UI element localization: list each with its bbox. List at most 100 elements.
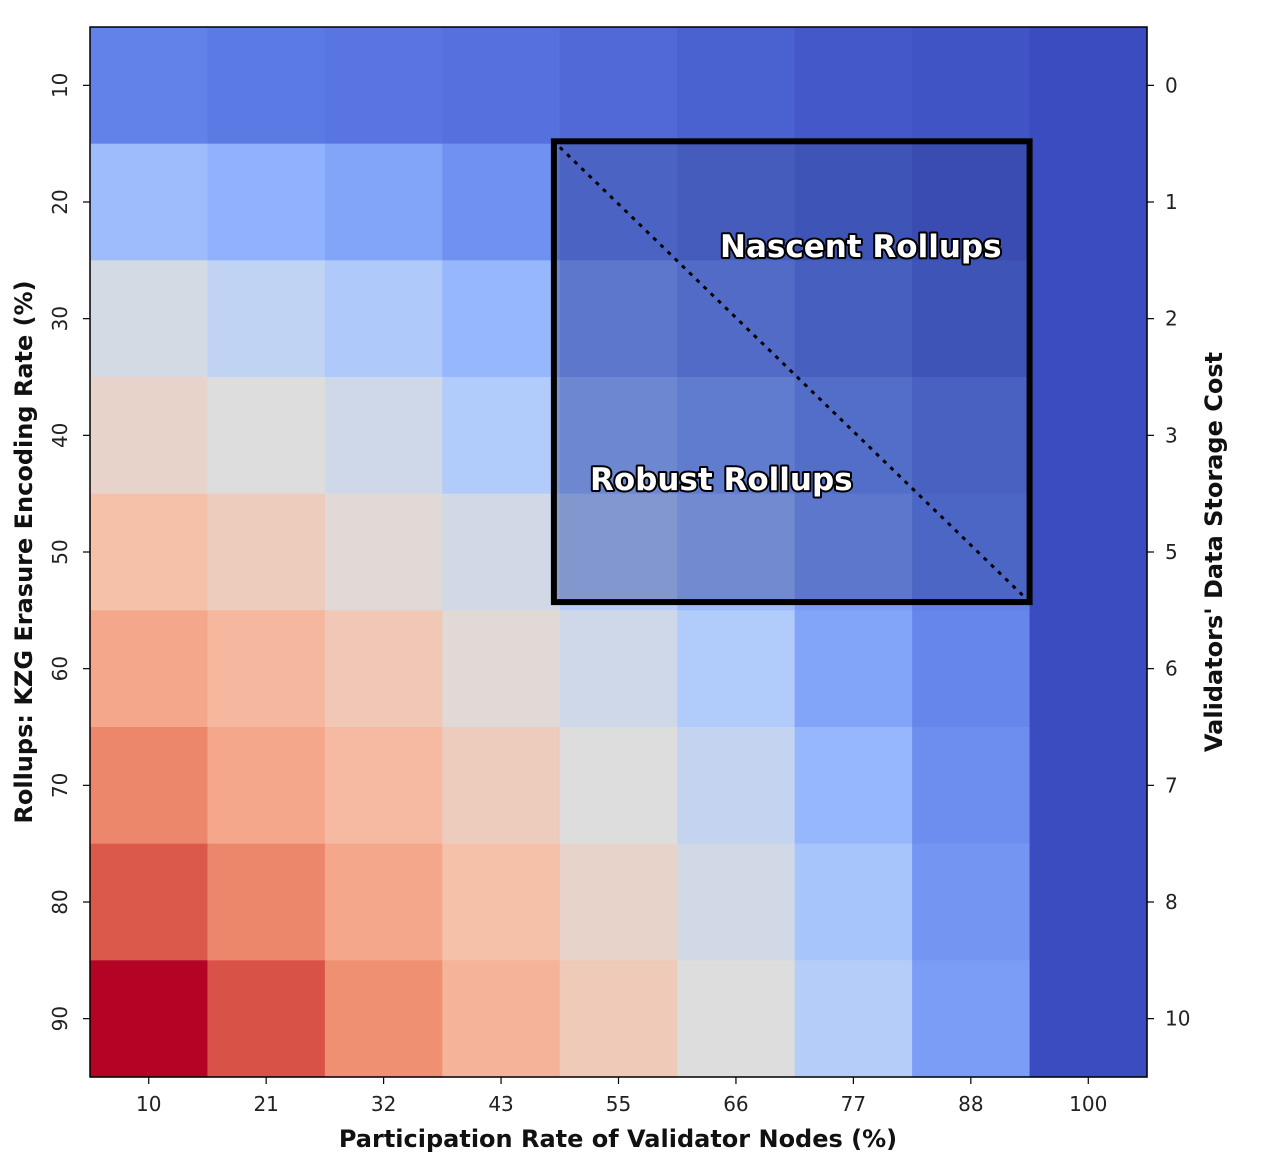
heatmap-cell [90, 143, 209, 261]
heatmap-cell [794, 727, 913, 845]
heatmap-cell [324, 727, 443, 845]
heatmap-cell [1029, 377, 1148, 495]
heatmap-cell [677, 377, 796, 495]
heatmap-cell [1029, 960, 1148, 1078]
highlight-region [550, 138, 1033, 606]
heatmap-cell [794, 610, 913, 728]
heatmap-cell [1029, 493, 1148, 611]
heatmap-cell [442, 377, 561, 495]
x-tick-label: 66 [723, 1092, 748, 1116]
y2-tick-label: 6 [1165, 657, 1178, 681]
heatmap-cell [324, 610, 443, 728]
heatmap-cell [90, 493, 209, 611]
heatmap-cell [90, 377, 209, 495]
heatmap-cell [324, 377, 443, 495]
heatmap-cell [442, 493, 561, 611]
heatmap-cell [1029, 610, 1148, 728]
y-tick-label: 60 [48, 656, 72, 681]
heatmap-cell [677, 610, 796, 728]
x-axis-ticks: 10 21 32 43 55 66 77 88 100 [136, 1077, 1107, 1116]
heatmap-cell [912, 960, 1031, 1078]
y2-tick-label: 7 [1165, 773, 1178, 797]
heatmap-cell [677, 493, 796, 611]
y-axis-ticks: 10 20 30 40 50 60 70 80 90 [48, 73, 90, 1031]
diagonal-divider [558, 146, 1025, 598]
heatmap-cell [559, 727, 678, 845]
heatmap-cell [442, 27, 561, 145]
x-tick-label: 88 [958, 1092, 983, 1116]
heatmap-cell [677, 143, 796, 261]
heatmap-cell [442, 260, 561, 378]
heatmap-cell [207, 843, 326, 961]
x-axis-title: Participation Rate of Validator Nodes (%… [339, 1125, 897, 1153]
heatmap-cell [442, 610, 561, 728]
heatmap-cell [794, 260, 913, 378]
heatmap-cell [559, 260, 678, 378]
annotation-robust-rollups: Robust Rollups [590, 462, 853, 498]
x-tick-label: 55 [606, 1092, 631, 1116]
heatmap-cell [90, 610, 209, 728]
x-tick-label: 100 [1069, 1092, 1107, 1116]
heatmap-cell [324, 143, 443, 261]
y-tick-label: 90 [48, 1006, 72, 1031]
heatmap-cell [324, 493, 443, 611]
heatmap-cell [559, 610, 678, 728]
y-tick-label: 70 [48, 773, 72, 798]
heatmap-cell [1029, 843, 1148, 961]
heatmap-cell [324, 843, 443, 961]
heatmap-cell [324, 260, 443, 378]
heatmap-cell [207, 143, 326, 261]
y-tick-label: 40 [48, 423, 72, 448]
heatmap-cell [1029, 260, 1148, 378]
heatmap-cell [677, 843, 796, 961]
x-tick-label: 10 [136, 1092, 161, 1116]
heatmap-cell [794, 377, 913, 495]
x-tick-label: 32 [371, 1092, 396, 1116]
heatmap-cell [794, 143, 913, 261]
heatmap-cell [1029, 27, 1148, 145]
heatmap-cell [794, 843, 913, 961]
y2-axis-ticks: 0 1 2 3 5 6 7 8 10 [1147, 73, 1190, 1031]
heatmap-cell [1029, 727, 1148, 845]
heatmap-cell [1029, 143, 1148, 261]
heatmap-cell [207, 377, 326, 495]
heatmap-cell [912, 843, 1031, 961]
heatmap-cell [90, 960, 209, 1078]
heatmap-cell [324, 27, 443, 145]
x-tick-label: 77 [841, 1092, 866, 1116]
heatmap-cell [442, 727, 561, 845]
heatmap-cell [912, 610, 1031, 728]
y2-tick-label: 3 [1165, 423, 1178, 447]
y2-tick-label: 10 [1165, 1007, 1190, 1031]
heatmap-cell [207, 260, 326, 378]
y-tick-label: 80 [48, 889, 72, 914]
heatmap-cell [442, 960, 561, 1078]
y-tick-label: 20 [48, 189, 72, 214]
heatmap-cell [559, 27, 678, 145]
heatmap-cell [559, 493, 678, 611]
heatmap-cell [207, 27, 326, 145]
heatmap-cell [207, 610, 326, 728]
heatmap-cell [324, 960, 443, 1078]
heatmap-cell [90, 260, 209, 378]
y2-axis-title: Validators' Data Storage Cost [1200, 352, 1228, 752]
heatmap-cell [912, 143, 1031, 261]
heatmap-cell [912, 27, 1031, 145]
heatmap-cell [794, 493, 913, 611]
heatmap-cell [794, 960, 913, 1078]
heatmap-cell [559, 377, 678, 495]
annotation-nascent-rollups: Nascent Rollups [720, 229, 1002, 265]
heatmap-cell [912, 493, 1031, 611]
heatmap-cell [442, 143, 561, 261]
y-axis-title: Rollups: KZG Erasure Encoding Rate (%) [10, 280, 38, 823]
y-tick-label: 50 [48, 539, 72, 564]
heatmap-cell [207, 727, 326, 845]
heatmap-cell [207, 960, 326, 1078]
heatmap-cell [912, 377, 1031, 495]
heatmap-cell [677, 727, 796, 845]
heatmap-cell [677, 960, 796, 1078]
heatmap-cell [559, 960, 678, 1078]
y2-tick-label: 5 [1165, 540, 1178, 564]
x-tick-label: 43 [488, 1092, 513, 1116]
heatmap-cell [90, 843, 209, 961]
